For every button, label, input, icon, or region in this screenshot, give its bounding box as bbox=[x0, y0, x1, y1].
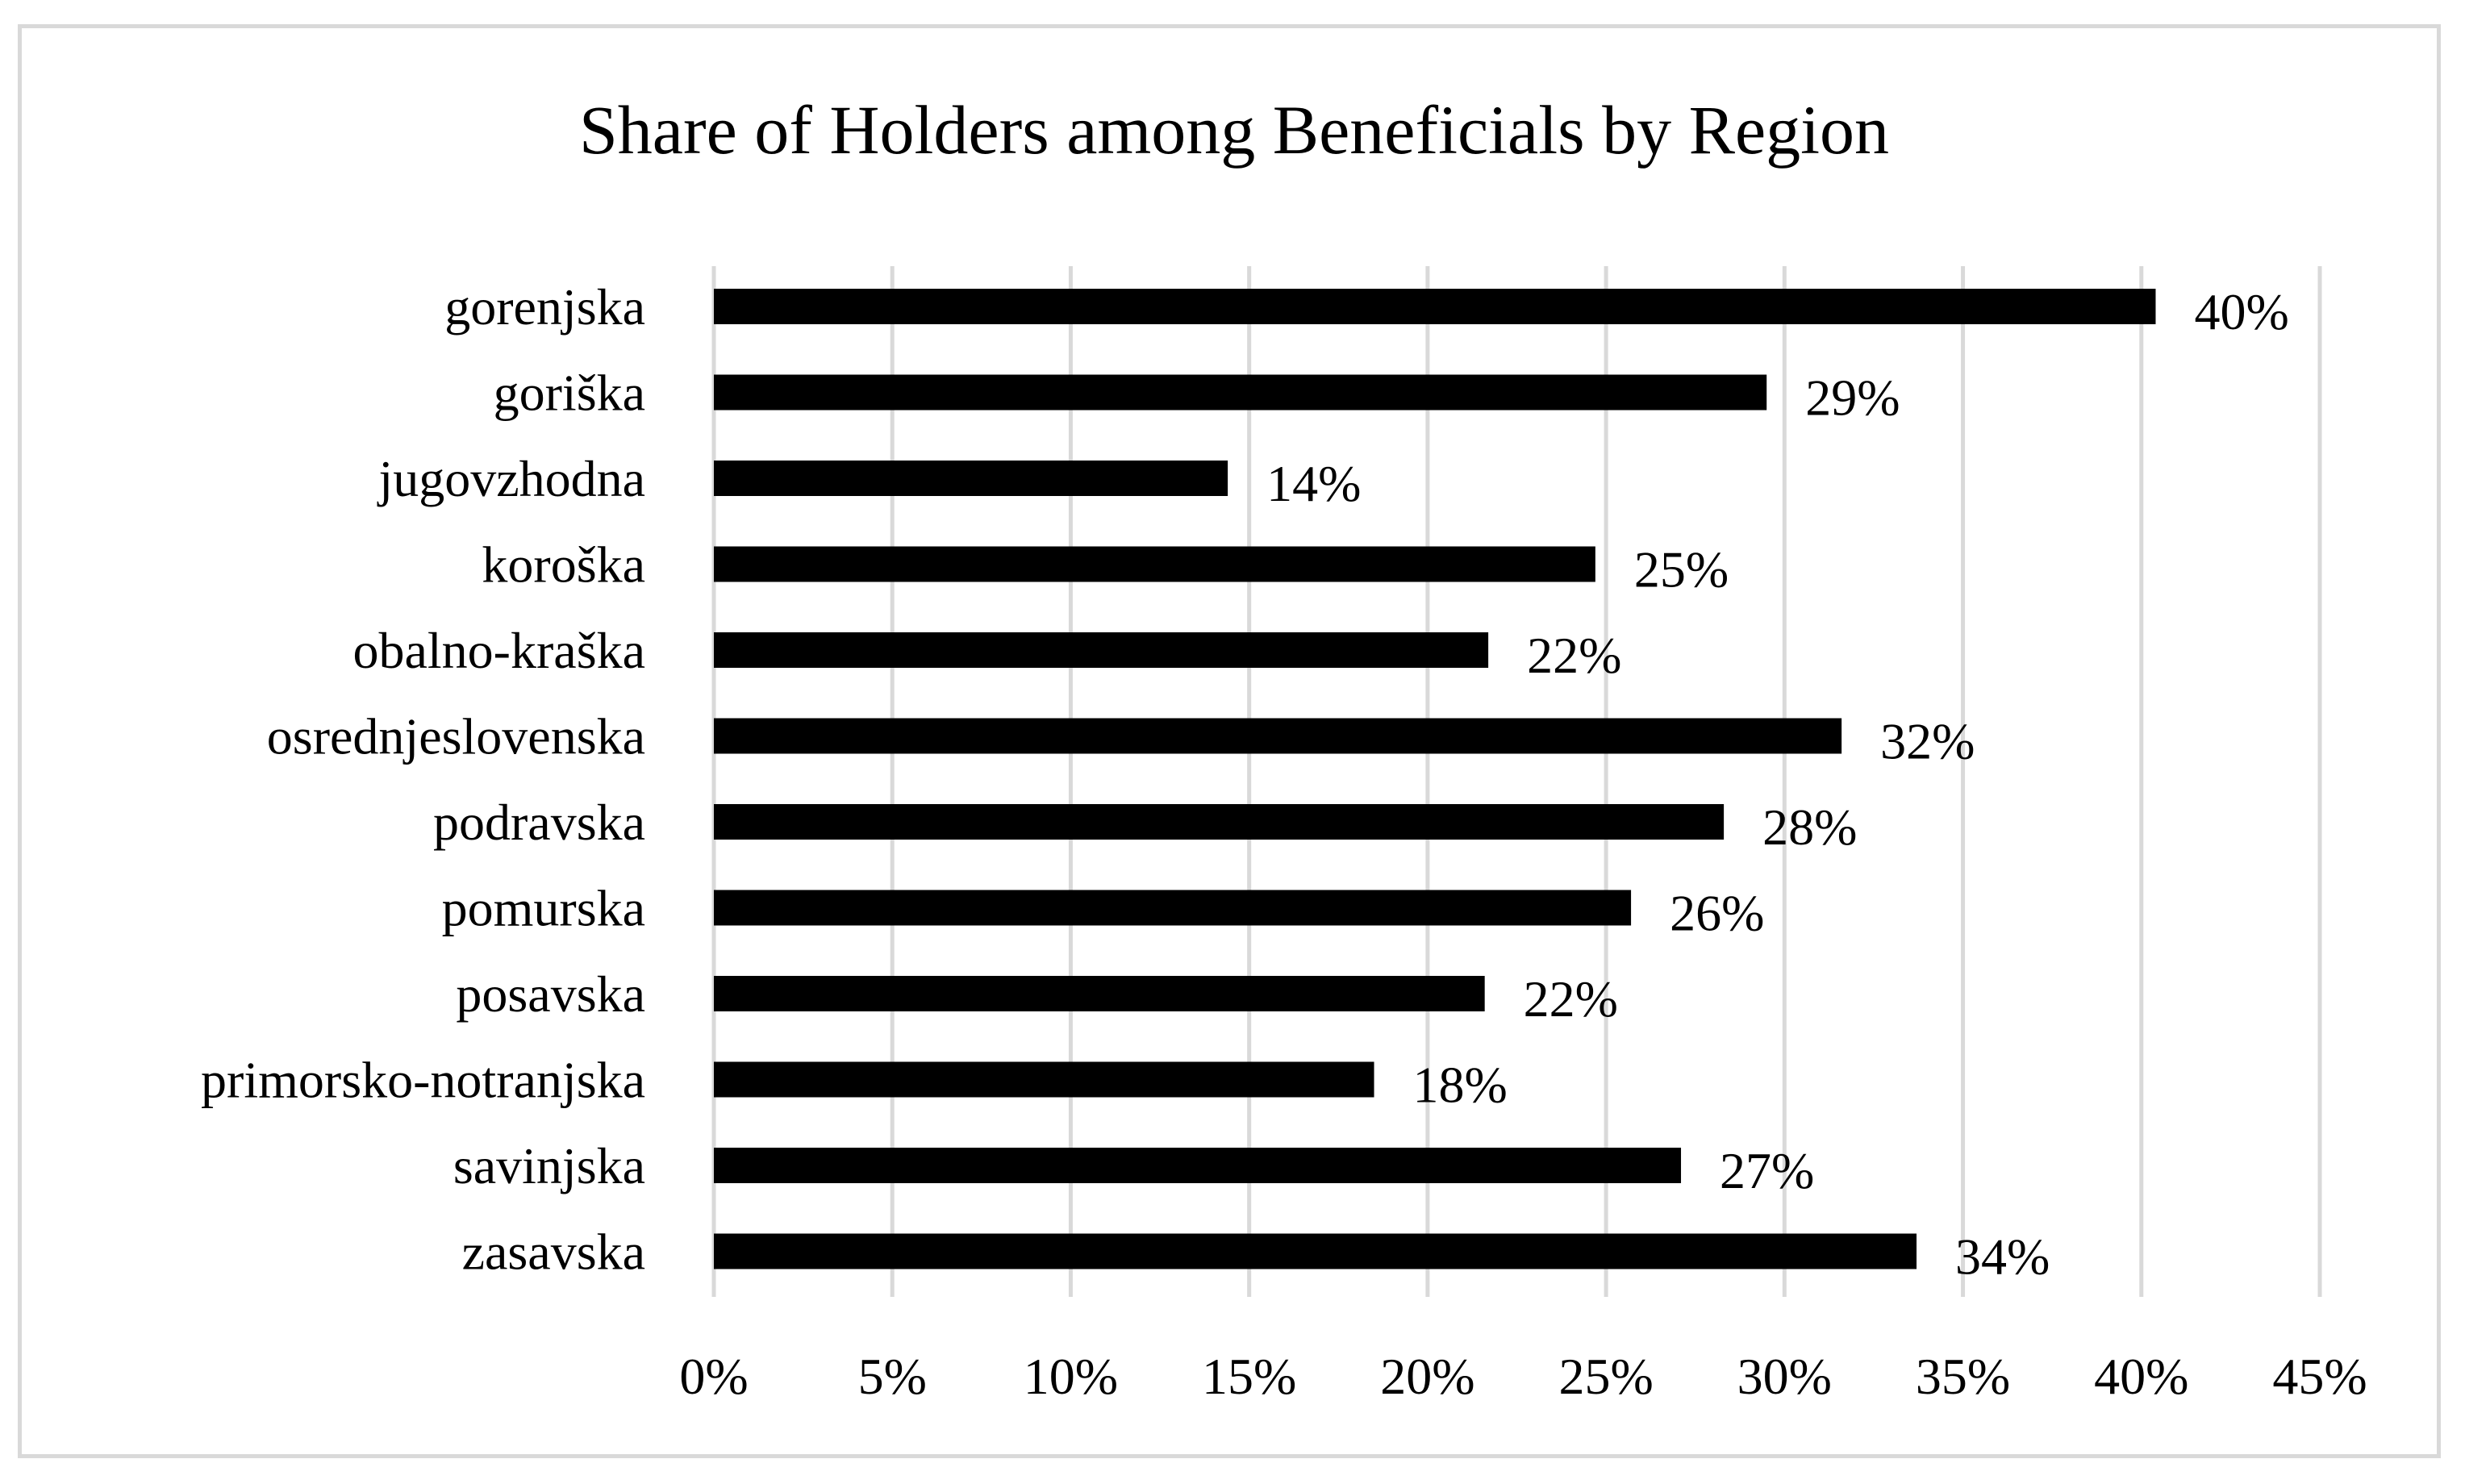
bar bbox=[714, 890, 1632, 926]
x-tick-label: 40% bbox=[2094, 1348, 2188, 1405]
category-labels: gorenjska goriška jugovzhodna koroška obalno… bbox=[201, 278, 645, 1281]
x-tick-label: 30% bbox=[1737, 1348, 1832, 1405]
category-label: pomurska bbox=[442, 880, 645, 937]
data-label: 40% bbox=[2194, 283, 2288, 340]
bar bbox=[714, 632, 1489, 668]
bar bbox=[714, 718, 1842, 754]
x-tick-label: 15% bbox=[1202, 1348, 1296, 1405]
category-label: primorsko-notranjska bbox=[201, 1052, 645, 1109]
data-label: 32% bbox=[1880, 713, 1975, 770]
category-label: goriška bbox=[494, 365, 645, 422]
data-label: 34% bbox=[1955, 1228, 2050, 1286]
category-label: savinjska bbox=[453, 1137, 645, 1194]
bar bbox=[714, 1233, 1917, 1269]
data-label: 22% bbox=[1527, 627, 1621, 684]
bar bbox=[714, 976, 1485, 1011]
x-tick-label: 35% bbox=[1916, 1348, 2010, 1405]
x-tick-label: 0% bbox=[679, 1348, 748, 1405]
data-label: 27% bbox=[1720, 1142, 1814, 1199]
category-label: osrednjeslovenska bbox=[267, 708, 645, 765]
x-axis-tick-labels: 0% 5% 10% 15% 20% 25% 30% 35% 40% 45% bbox=[679, 1348, 2367, 1405]
bar bbox=[714, 289, 2156, 324]
data-labels: 40%29%14%25%22%32%28%26%22%18%27%34% bbox=[1266, 283, 2289, 1286]
x-tick-label: 10% bbox=[1024, 1348, 1118, 1405]
data-label: 18% bbox=[1413, 1057, 1508, 1114]
data-label: 26% bbox=[1670, 885, 1764, 942]
category-label: zasavska bbox=[462, 1223, 645, 1281]
bar bbox=[714, 374, 1767, 411]
data-label: 29% bbox=[1805, 369, 1900, 427]
category-label: koroška bbox=[482, 536, 645, 594]
bar bbox=[714, 461, 1228, 496]
bar bbox=[714, 546, 1595, 582]
gridlines bbox=[711, 266, 2322, 1297]
data-label: 28% bbox=[1762, 798, 1857, 856]
data-label: 22% bbox=[1524, 970, 1618, 1028]
category-label: posavska bbox=[456, 965, 645, 1023]
bars bbox=[714, 289, 2156, 1269]
x-tick-label: 45% bbox=[2272, 1348, 2367, 1405]
data-label: 25% bbox=[1634, 541, 1729, 598]
bar bbox=[714, 1148, 1682, 1183]
category-label: obalno-kraška bbox=[352, 622, 645, 679]
bar bbox=[714, 804, 1725, 840]
category-label: gorenjska bbox=[444, 278, 645, 336]
data-label: 14% bbox=[1266, 455, 1361, 512]
category-label: jugovzhodna bbox=[377, 450, 645, 507]
x-tick-label: 5% bbox=[858, 1348, 927, 1405]
x-tick-label: 25% bbox=[1558, 1348, 1653, 1405]
chart-title: Share of Holders among Beneficials by Re… bbox=[579, 91, 1889, 169]
category-label: podravska bbox=[433, 794, 645, 851]
x-tick-label: 20% bbox=[1380, 1348, 1474, 1405]
bar bbox=[714, 1061, 1374, 1098]
